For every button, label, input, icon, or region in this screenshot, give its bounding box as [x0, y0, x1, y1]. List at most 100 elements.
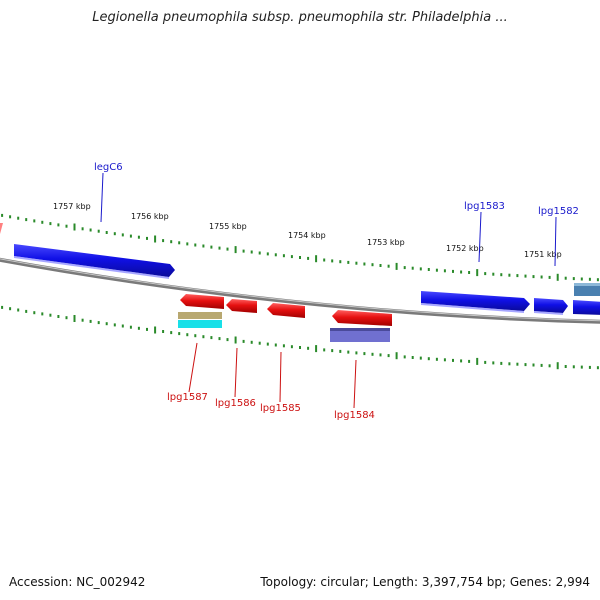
gene-lpg1587[interactable] — [178, 294, 224, 328]
reverse-scale-minor-tick — [379, 353, 382, 357]
scale-label-1754: 1754 kbp — [288, 231, 326, 240]
forward-scale-minor-tick — [1, 213, 4, 217]
gene-label-lpg1585[interactable]: lpg1585 — [260, 403, 301, 414]
feature-lpg1587-b — [178, 320, 222, 328]
reverse-scale-minor-tick — [170, 331, 173, 335]
gene-label-lpg1583[interactable]: lpg1583 — [464, 201, 505, 212]
reverse-scale-minor-tick — [105, 322, 108, 326]
scale-label-1757: 1757 kbp — [53, 202, 91, 211]
leader-lpg1582 — [554, 216, 557, 267]
forward-scale-minor-tick — [419, 267, 422, 271]
reverse-scale-minor-tick — [57, 315, 60, 318]
forward-scale-minor-tick — [137, 235, 140, 239]
forward-scale-minor-tick — [282, 254, 285, 258]
forward-scale-minor-tick — [258, 251, 261, 255]
reverse-scale-major-tick — [234, 336, 237, 344]
gene-label-lpg1587[interactable]: lpg1587 — [167, 392, 208, 403]
forward-scale-minor-tick — [178, 241, 181, 245]
reverse-scale-minor-tick — [452, 358, 454, 362]
leader-lpg1586 — [234, 347, 238, 398]
gene-legC6[interactable] — [14, 244, 175, 279]
forward-scale-minor-tick — [129, 234, 132, 238]
forward-scale-minor-tick — [572, 277, 575, 281]
reverse-scale-minor-tick — [588, 365, 591, 369]
forward-scale-minor-tick — [299, 256, 301, 259]
forward-scale-minor-tick — [363, 262, 366, 266]
chromosome-backbone — [0, 257, 600, 324]
forward-scale-minor-tick — [210, 245, 213, 249]
forward-scale-minor-tick — [460, 270, 463, 274]
forward-scale-minor-tick — [588, 277, 591, 281]
page-title: Legionella pneumophila subsp. pneumophil… — [92, 10, 508, 25]
forward-scale-minor-tick — [580, 277, 583, 281]
gene-lpg1582[interactable] — [534, 298, 568, 315]
reverse-scale-minor-tick — [25, 309, 28, 313]
reverse-scale-minor-tick — [226, 338, 229, 342]
forward-scale-minor-tick — [492, 272, 495, 276]
gene-lpg1583[interactable] — [421, 291, 530, 313]
gene-lpg1586[interactable] — [226, 299, 257, 313]
gene-label-lpg1586[interactable]: lpg1586 — [215, 398, 256, 409]
forward-scale-minor-tick — [540, 275, 543, 279]
reverse-scale-minor-tick — [443, 358, 446, 362]
gene-partial-right[interactable] — [573, 283, 600, 315]
reverse-scale-minor-tick — [186, 333, 189, 337]
reverse-scale-minor-tick — [250, 340, 253, 344]
forward-scale-minor-tick — [307, 256, 310, 260]
reverse-scale-minor-tick — [290, 345, 293, 349]
forward-scale-major-tick — [234, 246, 237, 254]
forward-scale-minor-tick — [242, 249, 245, 253]
forward-scale-minor-tick — [266, 252, 269, 256]
forward-scale-minor-tick — [121, 233, 124, 237]
forward-scale-minor-tick — [162, 239, 165, 243]
forward-scale-minor-tick — [49, 222, 52, 226]
reverse-scale-minor-tick — [347, 350, 350, 354]
forward-scale-minor-tick — [435, 268, 438, 272]
reverse-scale-minor-tick — [97, 321, 100, 325]
reverse-scale-minor-tick — [460, 359, 463, 363]
reverse-scale-major-tick — [73, 315, 76, 322]
forward-scale-minor-tick — [468, 271, 471, 274]
gene-lpg1585[interactable] — [267, 303, 305, 318]
reverse-scale-minor-tick — [242, 339, 245, 343]
reverse-scale-minor-tick — [274, 343, 277, 347]
leader-lpg1584 — [353, 359, 357, 409]
gene-partial-left[interactable] — [0, 223, 3, 234]
scale-label-1755: 1755 kbp — [209, 222, 247, 231]
forward-scale-minor-tick — [452, 269, 454, 273]
reverse-scale-minor-tick — [282, 344, 285, 348]
forward-scale-major-tick — [73, 223, 76, 231]
reverse-scale-major-tick — [476, 357, 479, 365]
reverse-scale-minor-tick — [492, 361, 495, 365]
feature-lpg1584-top — [330, 328, 390, 331]
forward-scale-major-tick — [395, 262, 398, 270]
forward-scale-minor-tick — [105, 231, 108, 234]
forward-scale-minor-tick — [371, 263, 374, 267]
reverse-scale-minor-tick — [1, 305, 4, 309]
feature-lpg1587-a — [178, 312, 222, 319]
forward-scale-minor-tick — [57, 223, 60, 227]
reverse-scale-minor-tick — [307, 346, 310, 350]
reverse-scale-minor-tick — [202, 335, 205, 339]
forward-scale-minor-tick — [484, 272, 487, 276]
reverse-scale-minor-tick — [484, 360, 487, 364]
reverse-scale-major-tick — [395, 352, 398, 360]
accession-text: Accession: NC_002942 — [9, 575, 146, 589]
feature-strip-right — [574, 284, 600, 296]
forward-scale-minor-tick — [347, 260, 350, 264]
reverse-scale-minor-tick — [194, 334, 197, 338]
reverse-scale-minor-tick — [162, 330, 165, 333]
reverse-scale-minor-tick — [331, 349, 334, 353]
gene-lpg1584[interactable] — [330, 310, 392, 342]
gene-label-lpg1582[interactable]: lpg1582 — [538, 206, 579, 217]
reverse-scale-minor-tick — [371, 352, 374, 356]
reverse-scale-minor-tick — [89, 319, 92, 323]
gene-label-legC6[interactable]: legC6 — [94, 162, 123, 173]
forward-scale-minor-tick — [65, 224, 68, 228]
forward-scale-minor-tick — [9, 215, 12, 219]
reverse-scale-minor-tick — [258, 341, 261, 345]
forward-scale-track — [1, 213, 599, 282]
forward-scale-minor-tick — [379, 264, 382, 267]
gene-label-lpg1584[interactable]: lpg1584 — [334, 410, 375, 421]
